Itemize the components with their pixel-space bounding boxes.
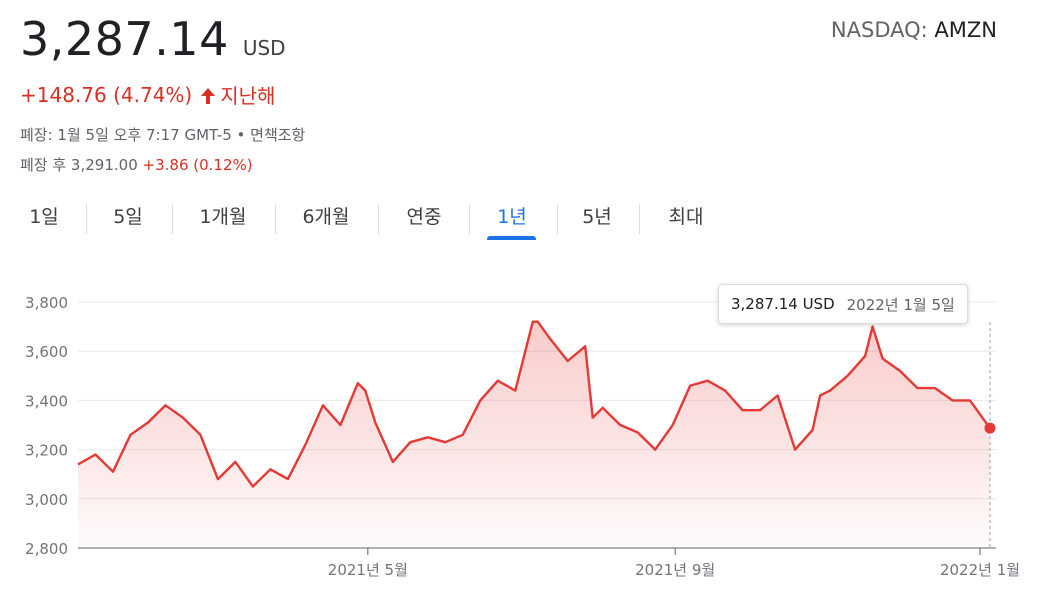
tab-divider	[639, 204, 640, 234]
y-tick-label: 3,600	[25, 343, 68, 361]
tab-1d[interactable]: 1일	[29, 206, 59, 228]
price-area	[78, 321, 990, 548]
ticker-symbol: AMZN	[934, 18, 997, 42]
after-hours-price: 폐장 후 3,291.00	[20, 156, 138, 174]
tab-5d[interactable]: 5일	[113, 206, 143, 228]
quote-header: 3,287.14 USD	[20, 12, 286, 66]
price-line	[77, 320, 991, 488]
y-tick-label: 3,400	[25, 392, 68, 410]
tab-divider	[172, 204, 173, 234]
after-hours-change: +3.86 (0.12%)	[142, 156, 253, 174]
arrow-up-icon	[200, 86, 216, 104]
exchange-prefix: NASDAQ:	[830, 18, 935, 42]
tab-divider	[275, 204, 276, 234]
tab-divider	[86, 204, 87, 234]
tab-6m[interactable]: 6개월	[302, 206, 350, 228]
y-tick-label: 3,000	[25, 491, 68, 509]
close-info: 폐장: 1월 5일 오후 7:17 GMT-5 • 면책조항	[20, 126, 306, 144]
price-tooltip: 3,287.14 USD 2022년 1월 5일	[718, 284, 968, 324]
price-change: +148.76 (4.74%) 지난해	[20, 80, 275, 109]
tab-5y[interactable]: 5년	[582, 206, 612, 228]
active-tab-indicator	[487, 236, 536, 240]
y-tick-label: 3,200	[25, 442, 68, 460]
x-tick-label: 2022년 1월	[940, 561, 1020, 579]
currency-label: USD	[242, 36, 286, 60]
current-price: 3,287.14	[20, 12, 229, 66]
x-tick-label: 2021년 9월	[635, 561, 715, 579]
tooltip-date: 2022년 1월 5일	[846, 295, 955, 314]
y-tick-label: 2,800	[25, 540, 68, 558]
tab-max[interactable]: 최대	[668, 206, 704, 228]
tab-divider	[557, 204, 558, 234]
tab-ytd[interactable]: 연중	[406, 206, 442, 228]
change-value: +148.76 (4.74%)	[20, 82, 193, 107]
current-point-marker	[984, 422, 996, 434]
after-hours-info: 폐장 후 3,291.00 +3.86 (0.12%)	[20, 154, 253, 175]
tab-1y[interactable]: 1년	[497, 206, 527, 228]
tab-divider	[469, 204, 470, 234]
tab-1m[interactable]: 1개월	[199, 206, 247, 228]
change-period: 지난해	[220, 84, 276, 108]
tooltip-price: 3,287.14 USD	[731, 295, 835, 313]
y-tick-label: 3,800	[25, 294, 68, 312]
exchange-ticker: NASDAQ: AMZN	[831, 18, 997, 42]
tab-divider	[378, 204, 379, 234]
x-tick-label: 2021년 5월	[328, 561, 408, 579]
